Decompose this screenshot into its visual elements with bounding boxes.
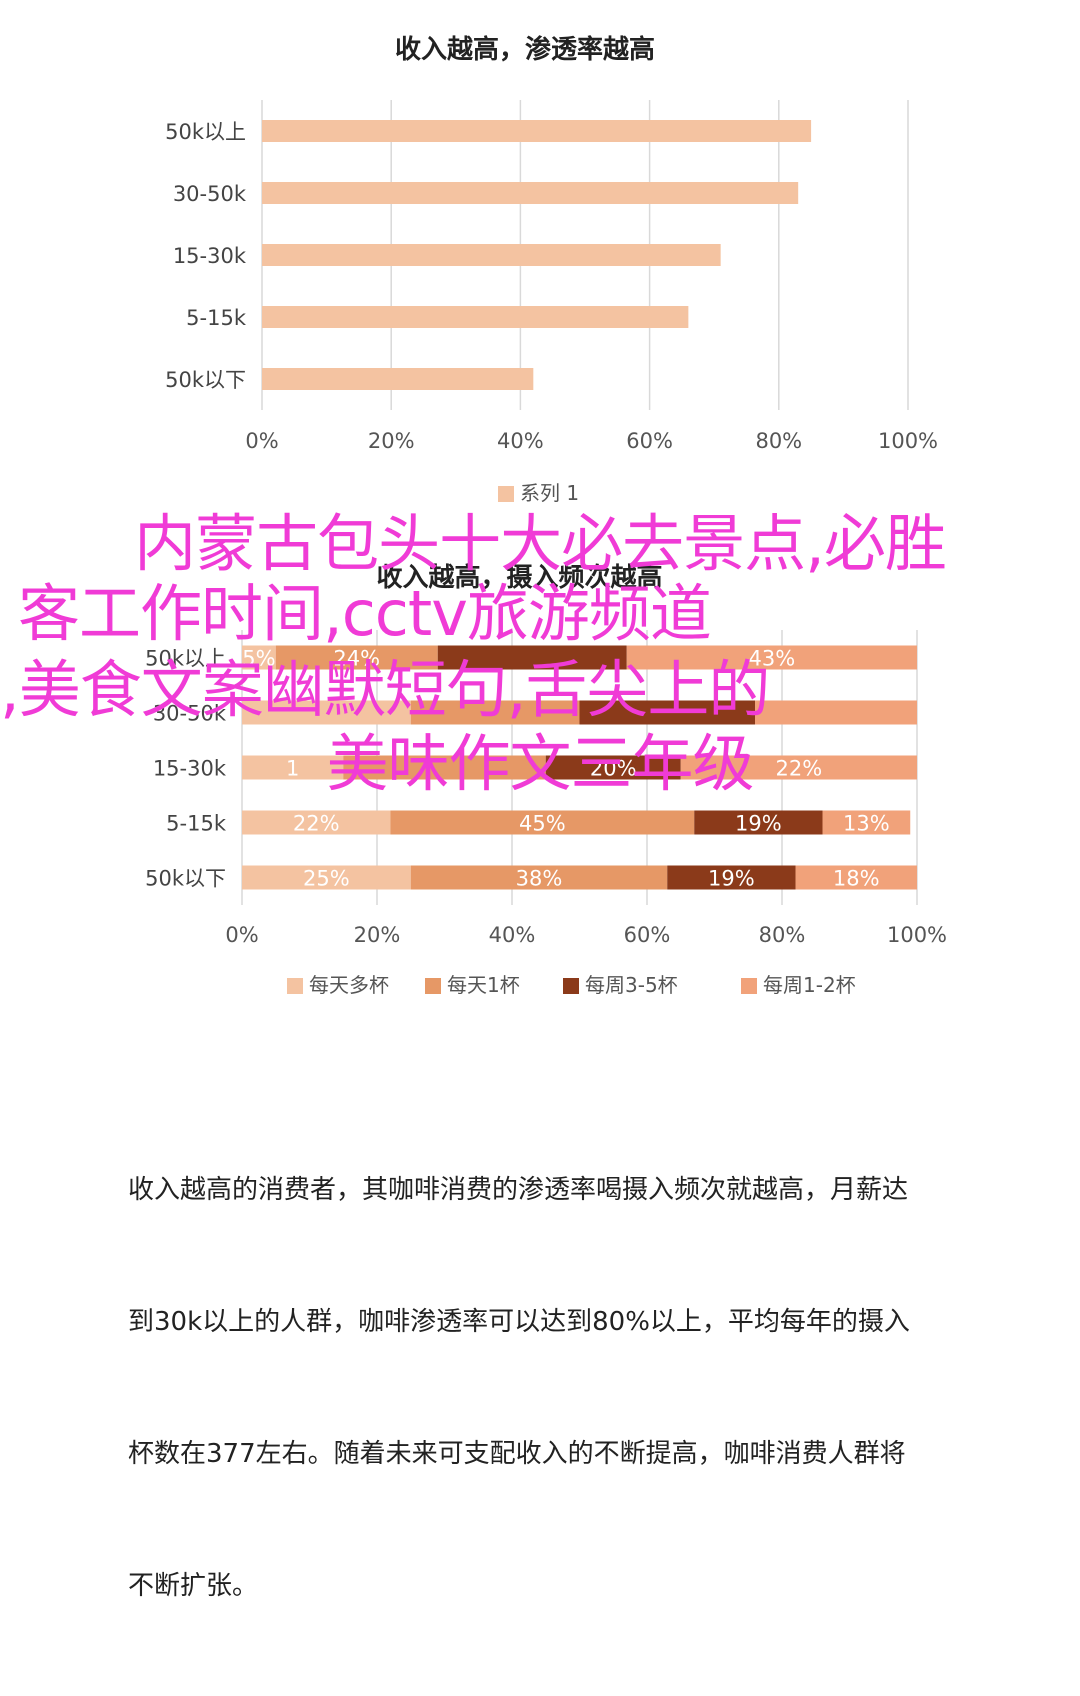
bar [667,865,796,890]
legend-swatch [425,978,441,994]
x-tick-label: 20% [368,429,415,453]
legend-label: 系列 1 [520,481,579,505]
x-tick-label: 40% [497,429,544,453]
bar [242,810,391,835]
paragraph-line: 不断扩张。 [128,1571,259,1601]
x-tick-label: 60% [624,923,671,947]
data-label: 24% [333,647,380,671]
overlay-headline-4: 美味作文三年级 [326,727,754,800]
data-label: 18% [833,867,880,891]
data-label: 1 [286,757,299,781]
legend-label: 每天1杯 [447,973,520,997]
chart-title: 收入越高，渗透率越高 [395,34,655,65]
chart-title: 收入越高，摄入频次越高 [376,562,662,593]
category-label: 15-30k [173,244,247,268]
bar [275,645,438,670]
overlay-headline-1: 内蒙古包头十大必去景点,必胜 [134,507,947,580]
bar [410,700,580,725]
bar [242,865,411,890]
category-label: 30-50k [173,182,247,206]
x-tick-label: 0% [225,923,258,947]
chart-frequency: 收入越高，摄入频次越高 0% 20% 40% 60% 80% 100% 50k以上 5% 24% 4… [145,562,947,997]
x-tick-label: 0% [245,429,278,453]
category-label: 5-15k [166,812,227,836]
bar [626,645,917,670]
data-label: 20% [590,757,637,781]
overlay-headline-3: ,美食文案幽默短句,舌尖上的 [0,653,770,726]
x-tick-label: 40% [489,923,536,947]
data-label: 22% [293,812,340,836]
data-label: 45% [519,812,566,836]
category-label: 5-15k [186,306,247,330]
x-tick-label: 100% [878,429,938,453]
legend-swatch [741,978,757,994]
bar [262,120,812,142]
bar [579,700,755,725]
paragraph-line: 到30k以上的人群，咖啡渗透率可以达到80%以上，平均每年的摄入 [128,1307,910,1337]
bar [755,700,917,725]
legend-swatch [287,978,303,994]
legend-swatch [498,486,514,502]
data-label: 13% [843,812,890,836]
category-label: 50k以下 [145,867,226,891]
legend-label: 每周3-5杯 [585,973,678,997]
category-label: 30-50k [153,702,227,726]
bar [795,865,917,890]
data-label: 38% [516,867,563,891]
x-tick-label: 20% [354,923,401,947]
article-paragraph: 收入越高的消费者，其咖啡消费的渗透率喝摄入频次就越高，月薪达 到30k以上的人群… [128,1080,988,1696]
data-label: 5% [242,647,275,671]
bar [822,810,911,835]
bar [680,755,917,780]
legend-label: 每天多杯 [309,973,389,997]
bar [694,810,823,835]
x-tick-label: 80% [759,923,806,947]
chart-penetration: 收入越高，渗透率越高 0% 20% 40% 60% 80% 100% 50k以上 30-50k 1… [165,34,938,505]
bar [262,368,534,390]
overlay-headline-2: 客工作时间,cctv旅游频道 [18,577,712,650]
bar [242,755,344,780]
data-label: 43% [749,647,796,671]
bar [262,244,721,266]
bar [390,810,695,835]
bar [437,645,627,670]
x-tick-label: 80% [755,429,802,453]
paragraph-line: 杯数在377左右。随着未来可支配收入的不断提高，咖啡消费人群将 [128,1439,906,1469]
category-label: 50k以下 [165,368,246,392]
category-label: 50k以上 [145,647,226,671]
x-tick-label: 100% [887,923,947,947]
data-label: 22% [776,757,823,781]
data-label: 19% [708,867,755,891]
bar [343,755,546,780]
paragraph-line: 收入越高的消费者，其咖啡消费的渗透率喝摄入频次就越高，月薪达 [128,1175,909,1205]
data-label: 25% [303,867,350,891]
category-label: 50k以上 [165,120,246,144]
bar [242,700,411,725]
bar [410,865,668,890]
legend-label: 每周1-2杯 [763,973,856,997]
legend-swatch [563,978,579,994]
bar [262,306,689,328]
data-label: 19% [735,812,782,836]
bar [545,755,681,780]
bar [262,182,799,204]
bar [242,645,276,670]
category-label: 15-30k [153,757,227,781]
page: 收入越高，渗透率越高 0% 20% 40% 60% 80% 100% 50k以上 30-50k 1… [0,34,947,1601]
x-tick-label: 60% [626,429,673,453]
